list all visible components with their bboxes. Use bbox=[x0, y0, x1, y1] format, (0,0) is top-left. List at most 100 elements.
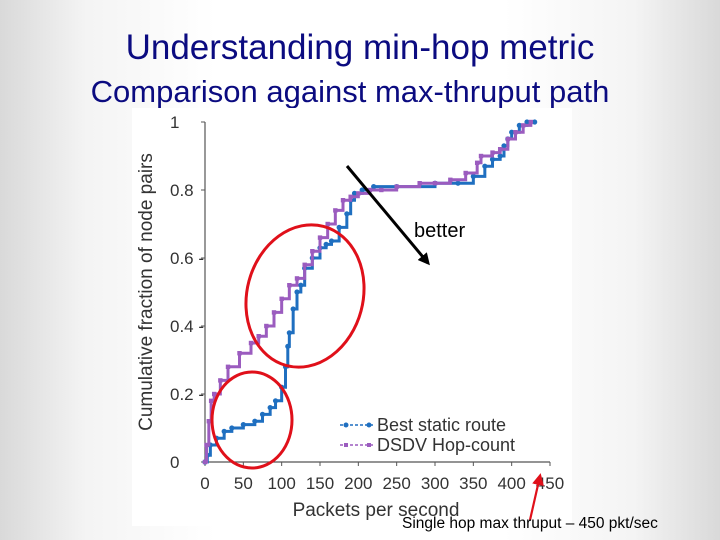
series-point-best-static-route bbox=[298, 282, 304, 288]
series-point-best-static-route bbox=[252, 418, 258, 424]
series-point-best-static-route bbox=[524, 119, 530, 125]
highlight-circle-low bbox=[210, 370, 294, 470]
series-point-dsdv-hop-count bbox=[202, 459, 208, 465]
y-tick-label: 0.8 bbox=[170, 181, 194, 200]
x-tick-label: 200 bbox=[344, 474, 372, 493]
series-point-best-static-route bbox=[336, 224, 342, 230]
series-point-dsdv-hop-count bbox=[218, 378, 223, 383]
series-point-best-static-route bbox=[351, 190, 358, 196]
series-point-dsdv-hop-count bbox=[271, 310, 277, 315]
x-tick-label: 100 bbox=[267, 474, 295, 493]
y-tick-label: 0.6 - bbox=[170, 249, 204, 268]
series-point-dsdv-hop-count bbox=[478, 153, 484, 159]
y-tick-label: 0.4 - bbox=[170, 317, 204, 336]
series-point-best-static-route bbox=[285, 343, 291, 349]
series-point-dsdv-hop-count bbox=[513, 130, 518, 135]
series-point-dsdv-hop-count bbox=[528, 119, 534, 125]
series-point-dsdv-hop-count bbox=[340, 198, 346, 203]
series-point-dsdv-hop-count bbox=[279, 296, 284, 301]
series-point-dsdv-hop-count bbox=[264, 323, 269, 329]
series-point-dsdv-hop-count bbox=[333, 208, 338, 213]
x-axis-label: Packets per second bbox=[293, 500, 460, 521]
legend-marker-best-static-route bbox=[343, 422, 349, 428]
x-tick-label: 0 bbox=[200, 474, 209, 493]
series-point-dsdv-hop-count bbox=[417, 181, 422, 186]
series-point-dsdv-hop-count bbox=[256, 334, 261, 339]
legend-marker-best-static-route bbox=[366, 422, 372, 428]
series-point-best-static-route bbox=[240, 422, 246, 428]
series-point-dsdv-hop-count bbox=[212, 391, 217, 397]
series-point-best-static-route bbox=[259, 411, 266, 417]
x-tick-label: 300 bbox=[421, 474, 449, 493]
series-point-best-static-route bbox=[323, 241, 329, 247]
series-point-dsdv-hop-count bbox=[248, 340, 254, 346]
series-point-dsdv-hop-count bbox=[294, 276, 300, 281]
series-point-best-static-route bbox=[509, 129, 515, 135]
y-tick-label: 0 bbox=[170, 453, 179, 472]
legend-label-best-static-route: Best static route bbox=[377, 415, 506, 435]
series-point-best-static-route bbox=[455, 180, 461, 186]
series-point-best-static-route bbox=[267, 405, 273, 411]
series-point-dsdv-hop-count bbox=[225, 364, 231, 369]
series-point-dsdv-hop-count bbox=[448, 177, 453, 182]
series-point-dsdv-hop-count bbox=[379, 187, 384, 193]
series-point-dsdv-hop-count bbox=[394, 184, 399, 189]
legend-label-dsdv-hop-count: DSDV Hop-count bbox=[377, 435, 515, 455]
series-line-dsdv-hop-count bbox=[205, 122, 533, 464]
slide-subtitle: Comparison against max-thruput path bbox=[90, 74, 610, 109]
footnote: Single hop max thruput – 450 pkt/sec bbox=[402, 515, 658, 532]
series-point-best-static-route bbox=[532, 119, 538, 125]
series-point-best-static-route bbox=[371, 184, 377, 190]
series-point-best-static-route bbox=[290, 306, 296, 312]
series-point-dsdv-hop-count bbox=[208, 398, 214, 403]
series-point-best-static-route bbox=[489, 156, 496, 162]
series-point-dsdv-hop-count bbox=[302, 262, 307, 267]
series-point-best-static-route bbox=[221, 428, 227, 434]
series-point-best-static-route bbox=[482, 163, 488, 169]
x-tick-label: 50 bbox=[234, 474, 253, 493]
better-arrow bbox=[345, 165, 430, 266]
footnote-arrow bbox=[528, 473, 544, 521]
legend: Best static route DSDV Hop-count bbox=[340, 415, 515, 455]
series-point-dsdv-hop-count bbox=[356, 191, 361, 196]
x-tick-label: 250 bbox=[382, 474, 410, 493]
y-tick-label: 1 bbox=[170, 113, 179, 132]
series-point-best-static-route bbox=[359, 187, 365, 193]
series-point-best-static-route bbox=[229, 425, 235, 431]
series-point-best-static-route bbox=[286, 330, 292, 336]
series-point-dsdv-hop-count bbox=[520, 123, 526, 128]
x-tick-label: 400 bbox=[497, 474, 525, 493]
x-tick-label: 150 bbox=[306, 474, 334, 493]
series-point-dsdv-hop-count bbox=[317, 235, 323, 240]
series-point-dsdv-hop-count bbox=[348, 194, 353, 199]
series-point-dsdv-hop-count bbox=[206, 419, 212, 424]
series-point-dsdv-hop-count bbox=[432, 181, 438, 186]
series-point-dsdv-hop-count bbox=[505, 136, 511, 142]
series-point-dsdv-hop-count bbox=[463, 170, 468, 176]
series-point-best-static-route bbox=[497, 153, 503, 159]
series-point-dsdv-hop-count bbox=[497, 147, 503, 152]
legend-marker-dsdv-hop-count bbox=[344, 443, 348, 447]
series-point-dsdv-hop-count bbox=[490, 150, 495, 155]
series-point-best-static-route bbox=[470, 173, 476, 179]
series-point-best-static-route bbox=[501, 143, 507, 149]
series-point-best-static-route bbox=[344, 211, 350, 217]
series-point-best-static-route bbox=[294, 289, 300, 295]
series-point-dsdv-hop-count bbox=[325, 221, 330, 227]
highlight-circle-mid bbox=[244, 223, 366, 369]
series-point-best-static-route bbox=[272, 398, 279, 404]
series-point-dsdv-hop-count bbox=[237, 351, 242, 356]
x-tick-label: 350 bbox=[459, 474, 487, 493]
y-axis-label: Cumulative fraction of node pairs bbox=[136, 153, 157, 431]
series-point-dsdv-hop-count bbox=[287, 283, 292, 288]
series-point-dsdv-hop-count bbox=[204, 442, 209, 448]
series-point-dsdv-hop-count bbox=[310, 249, 315, 254]
y-tick-label: 0.2 - bbox=[170, 385, 204, 404]
series-point-best-static-route bbox=[328, 238, 335, 244]
legend-marker-dsdv-hop-count bbox=[367, 443, 371, 447]
series-point-dsdv-hop-count bbox=[367, 187, 373, 193]
slide-title: Understanding min-hop metric bbox=[125, 28, 595, 67]
better-label: better bbox=[414, 220, 465, 242]
series-point-best-static-route bbox=[516, 122, 522, 128]
